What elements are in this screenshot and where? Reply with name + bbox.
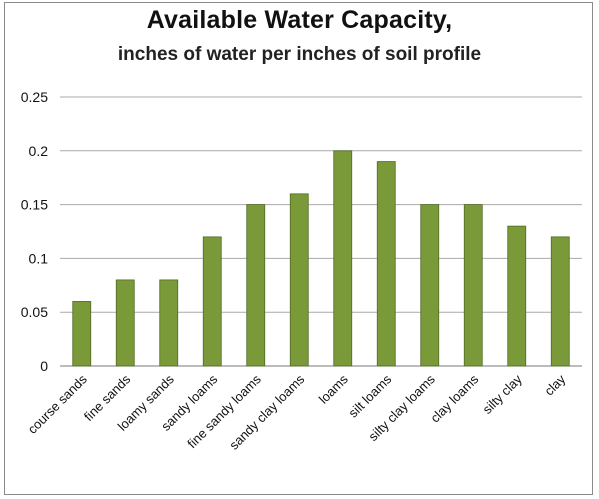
bar-loams	[333, 150, 353, 367]
bar-course-sands	[72, 301, 92, 367]
bar-fine-sands	[115, 279, 135, 367]
chart-title: Available Water Capacity,	[146, 6, 453, 34]
bar-loamy-sands	[159, 279, 179, 367]
x-category-label: sandy clay loams	[226, 371, 307, 452]
grid-layer	[60, 96, 582, 367]
bar-silty-clay	[507, 225, 527, 367]
bar-fine-sandy-loams	[246, 204, 266, 367]
x-category-label: clay	[541, 371, 568, 398]
bar-clay	[550, 236, 570, 367]
bar-clay-loams	[463, 204, 483, 367]
bar-sandy-clay-loams	[289, 193, 309, 367]
y-tick-label: 0.15	[21, 197, 48, 213]
bar-silty-clay-loams	[420, 204, 440, 367]
x-category-label: course sands	[25, 371, 91, 437]
y-tick-label: 0.2	[29, 143, 49, 159]
y-tick-label: 0.05	[21, 304, 48, 320]
x-category-label: fine sandy loams	[184, 371, 264, 451]
chart-subtitle: inches of water per inches of soil profi…	[117, 44, 482, 65]
x-category-label: silty clay	[480, 371, 526, 417]
y-tick-label: 0.25	[21, 89, 48, 105]
y-tick-label: 0.1	[29, 250, 49, 266]
y-tick-label: 0	[40, 358, 48, 374]
bars	[72, 150, 570, 367]
bar-silt-loams	[376, 161, 396, 367]
x-category-label: clay loams	[427, 371, 481, 425]
bar-sandy-loams	[202, 236, 222, 367]
y-axis-ticks: 0 0.05 0.1 0.15 0.2 0.25	[21, 89, 48, 374]
x-category-label: loams	[316, 371, 351, 406]
